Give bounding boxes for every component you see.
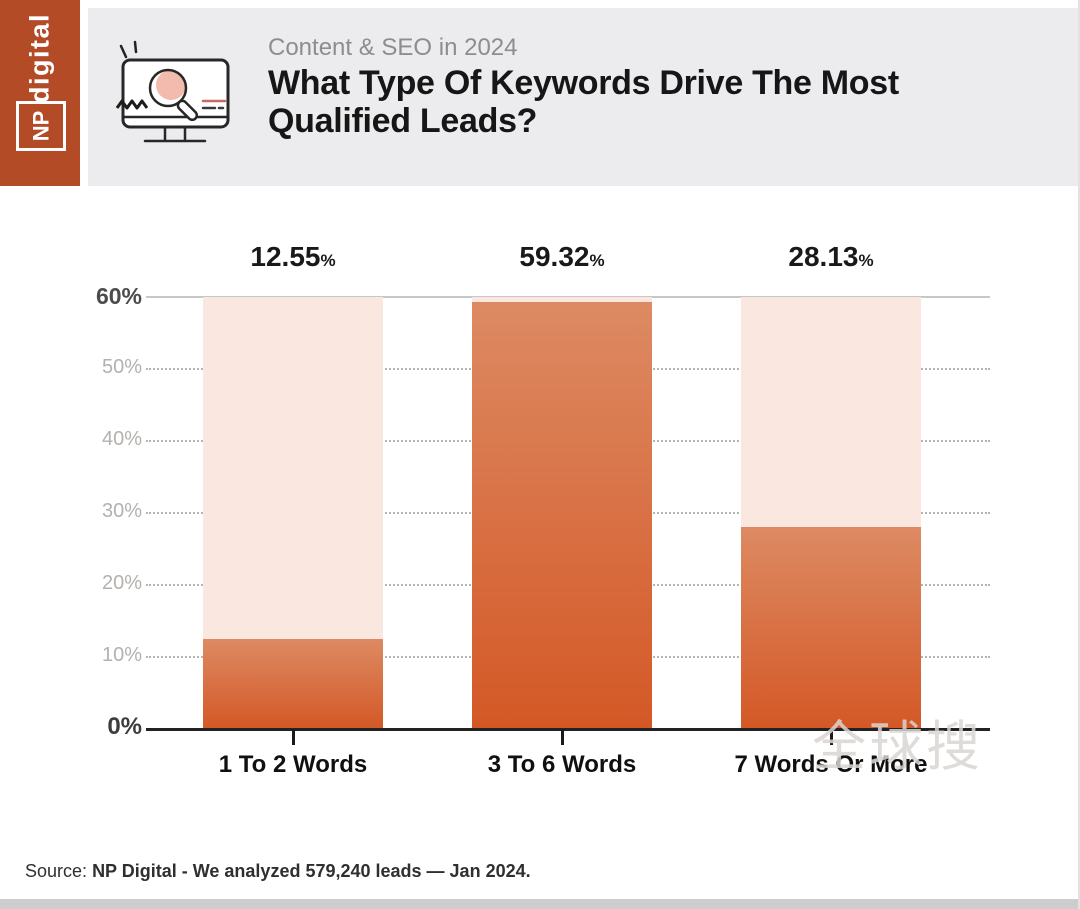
axis-tick-1: [292, 729, 295, 745]
np-logo-text: NP: [28, 110, 53, 142]
brand-digital-text: digital: [24, 13, 55, 103]
value-number: 12.55: [250, 241, 321, 272]
value-label-1-to-2-words: 12.55%: [143, 241, 443, 273]
category-label-3-to-6-words: 3 To 6 Words: [487, 751, 637, 778]
chart-subtitle: Content & SEO in 2024: [268, 34, 518, 61]
percent-sign: %: [320, 251, 336, 270]
chart-title-line2: Qualified Leads?: [268, 102, 538, 141]
percent-sign: %: [589, 251, 605, 270]
percent-sign: %: [858, 251, 874, 270]
bar-fill-3-to-6-words: [472, 301, 652, 729]
ytick-20: 20%: [101, 572, 142, 594]
watermark-text: 全球搜: [812, 717, 983, 777]
ytick-30: 30%: [101, 500, 142, 522]
bottom-divider-strip: [0, 899, 1078, 909]
value-number: 28.13: [788, 241, 859, 272]
value-number: 59.32: [519, 241, 590, 272]
ytick-0: 0%: [107, 713, 142, 740]
ytick-50: 50%: [101, 356, 142, 378]
bar-fill-1-to-2-words: [203, 638, 383, 729]
source-prefix: Source:: [25, 861, 88, 881]
category-label-1-to-2-words: 1 To 2 Words: [218, 751, 368, 778]
header-panel: [88, 8, 1078, 186]
bar-fill-7-words-or-more: [741, 526, 921, 729]
x-axis-line: [146, 728, 990, 731]
chart-title-line1: What Type Of Keywords Drive The Most: [268, 64, 899, 102]
axis-tick-3: [830, 729, 833, 745]
np-logo-box: NP: [16, 101, 66, 151]
source-note: Source: NP Digital - We analyzed 579,240…: [25, 861, 531, 882]
ytick-60: 60%: [95, 283, 142, 309]
ytick-40: 40%: [101, 428, 142, 450]
monitor-magnifier-icon: [115, 40, 230, 143]
chart-title: What Type Of Keywords Drive The Most Qua…: [268, 64, 988, 140]
category-label-7-words-or-more: 7 Words Or More: [734, 751, 928, 778]
source-text: NP Digital - We analyzed 579,240 leads —…: [92, 861, 531, 881]
ytick-10: 10%: [101, 644, 142, 666]
np-digital-brand-banner: digital NP: [0, 0, 80, 186]
axis-tick-2: [561, 729, 564, 745]
value-label-3-to-6-words: 59.32%: [412, 241, 712, 273]
value-label-7-words-or-more: 28.13%: [681, 241, 981, 273]
